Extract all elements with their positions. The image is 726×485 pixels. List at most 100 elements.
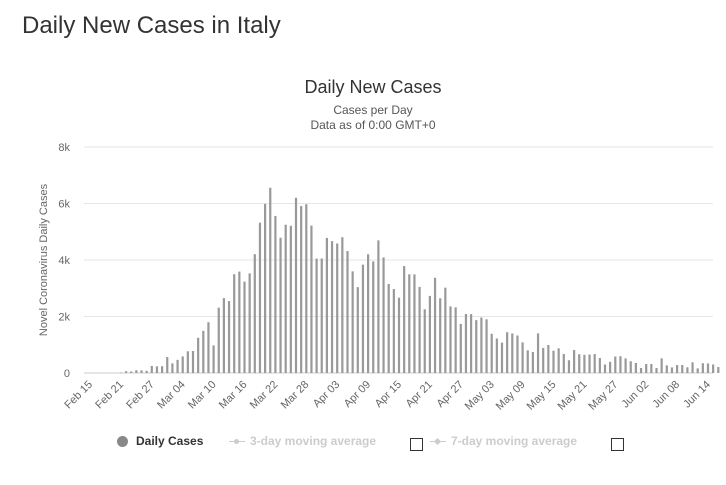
bar[interactable] [593, 354, 596, 373]
bar[interactable] [124, 371, 128, 373]
bar[interactable] [284, 224, 287, 373]
legend-item-3-day-average[interactable]: 3-day moving average [229, 434, 376, 448]
bar[interactable] [428, 295, 431, 373]
bar[interactable] [660, 358, 663, 373]
bar[interactable] [516, 335, 519, 373]
bar[interactable] [423, 309, 426, 373]
bar[interactable] [614, 356, 617, 374]
bar[interactable] [408, 274, 411, 373]
bar[interactable] [665, 365, 668, 373]
bar[interactable] [227, 301, 231, 373]
bar[interactable] [135, 370, 138, 373]
bar[interactable] [454, 307, 457, 373]
bar[interactable] [717, 367, 720, 373]
bar[interactable] [598, 358, 601, 373]
bar[interactable] [274, 215, 277, 373]
bar[interactable] [506, 332, 509, 373]
bar[interactable] [372, 261, 375, 373]
bar[interactable] [526, 350, 529, 373]
bar[interactable] [433, 277, 437, 373]
bar[interactable] [624, 358, 627, 373]
bar[interactable] [619, 356, 622, 373]
bar[interactable] [176, 359, 179, 373]
bar[interactable] [629, 361, 632, 373]
bar[interactable] [269, 187, 272, 373]
bar[interactable] [439, 298, 442, 373]
bar[interactable] [181, 356, 184, 373]
bar[interactable] [639, 367, 643, 373]
bar[interactable] [155, 366, 159, 373]
bar[interactable] [186, 351, 189, 373]
bar[interactable] [305, 204, 308, 373]
bar[interactable] [166, 357, 169, 373]
bar[interactable] [217, 307, 220, 373]
bar[interactable] [315, 258, 318, 373]
bar[interactable] [279, 237, 282, 373]
checkbox-3-day-average[interactable] [410, 438, 423, 451]
checkbox-7-day-average[interactable] [611, 438, 624, 451]
bar[interactable] [531, 351, 534, 373]
bar[interactable] [330, 241, 334, 373]
bar[interactable] [253, 254, 256, 373]
bar[interactable] [444, 287, 447, 373]
bar[interactable] [511, 333, 514, 373]
bar[interactable] [691, 362, 694, 373]
bar[interactable] [207, 322, 210, 373]
bar[interactable] [145, 370, 148, 373]
bar[interactable] [397, 297, 401, 373]
bar[interactable] [377, 240, 380, 373]
bar[interactable] [222, 298, 225, 373]
bar[interactable] [686, 367, 689, 373]
bar[interactable] [480, 317, 483, 373]
bar[interactable] [681, 365, 684, 373]
bar[interactable] [696, 368, 699, 373]
bar[interactable] [191, 351, 195, 373]
bar[interactable] [500, 342, 504, 373]
bar[interactable] [361, 264, 365, 373]
bar[interactable] [403, 266, 406, 373]
bar[interactable] [341, 237, 344, 373]
bar[interactable] [387, 283, 390, 373]
bar[interactable] [536, 333, 540, 373]
bar[interactable] [197, 337, 200, 373]
bar[interactable] [650, 363, 653, 373]
bar[interactable] [367, 254, 370, 373]
bar[interactable] [243, 281, 246, 373]
bar[interactable] [701, 363, 704, 373]
bar[interactable] [712, 364, 715, 374]
bar[interactable] [161, 366, 164, 373]
bar[interactable] [676, 365, 679, 373]
bar[interactable] [552, 350, 555, 373]
bar[interactable] [212, 345, 215, 373]
bar[interactable] [351, 271, 354, 373]
bar[interactable] [588, 354, 591, 373]
bar[interactable] [495, 338, 498, 373]
bar[interactable] [521, 342, 524, 373]
legend-item-7-day-average[interactable]: 7-day moving average [430, 434, 577, 448]
bar[interactable] [264, 203, 267, 373]
bar[interactable] [289, 225, 292, 373]
bar[interactable] [356, 287, 359, 373]
bar[interactable] [449, 306, 452, 373]
bar[interactable] [573, 350, 576, 373]
bar[interactable] [603, 364, 607, 373]
bar[interactable] [583, 354, 586, 373]
bar[interactable] [475, 320, 478, 373]
bar[interactable] [557, 348, 560, 373]
bar[interactable] [470, 314, 473, 373]
bar[interactable] [670, 367, 674, 373]
bar[interactable] [392, 289, 395, 373]
bar[interactable] [634, 362, 637, 373]
bar[interactable] [655, 368, 658, 373]
bar[interactable] [645, 364, 648, 373]
bar[interactable] [382, 257, 385, 373]
bar[interactable] [490, 333, 493, 373]
bar[interactable] [150, 365, 153, 373]
bar[interactable] [202, 330, 205, 373]
bar[interactable] [336, 243, 339, 373]
bar[interactable] [706, 363, 710, 373]
bar[interactable] [233, 274, 236, 373]
bar[interactable] [578, 354, 581, 373]
bar[interactable] [325, 237, 328, 373]
bar[interactable] [320, 258, 323, 374]
